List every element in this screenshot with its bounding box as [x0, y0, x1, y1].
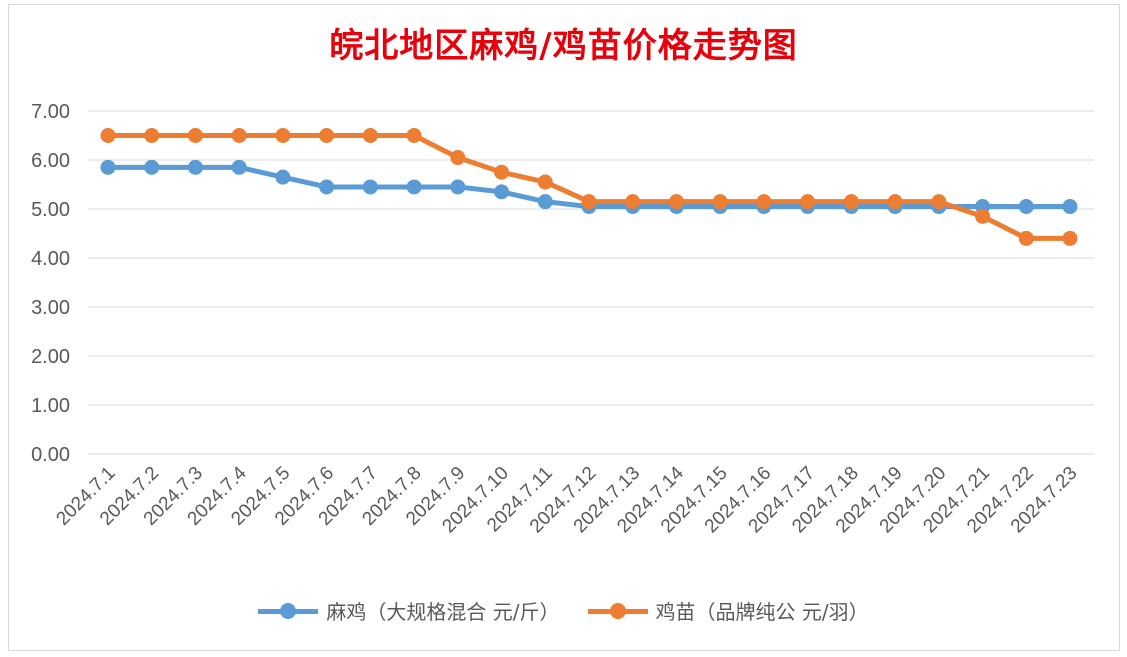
data-point: [1018, 230, 1034, 246]
chart-title: 皖北地区麻鸡/鸡苗价格走势图: [329, 26, 798, 66]
series-line: [108, 133, 1070, 241]
data-point: [144, 159, 160, 175]
y-tick-label: 3.00: [31, 297, 70, 319]
data-point: [362, 128, 378, 143]
data-point: [406, 179, 422, 195]
data-point: [187, 159, 203, 175]
data-point: [1062, 230, 1078, 246]
data-point: [231, 159, 247, 175]
data-point: [450, 179, 466, 195]
data-point: [625, 194, 641, 210]
data-point: [494, 164, 510, 180]
y-tick-label: 7.00: [31, 101, 70, 123]
data-point: [275, 128, 291, 143]
data-point: [100, 159, 116, 175]
y-tick-label: 6.00: [31, 150, 70, 172]
legend-label-machicken: 麻鸡（大规格混合 元/斤）: [326, 600, 560, 624]
data-point: [406, 128, 422, 143]
legend-swatch-machicken: [258, 601, 319, 621]
chart-frame: [8, 4, 1120, 651]
data-point: [931, 194, 947, 210]
y-tick-label: 2.00: [31, 346, 70, 368]
data-point: [231, 128, 247, 143]
data-point: [843, 194, 859, 210]
y-tick-label: 0.00: [31, 444, 70, 466]
data-point: [800, 194, 816, 210]
y-axis-ticks: 0.00 1.00 2.00 3.00 4.00 5.00 6.00 7.00: [31, 101, 70, 466]
data-point: [275, 169, 291, 185]
data-point: [100, 128, 116, 143]
data-point: [537, 174, 553, 190]
legend-item-chick: 鸡苗（品牌纯公 元/羽）: [587, 596, 869, 625]
legend-label-chick: 鸡苗（品牌纯公 元/羽）: [655, 600, 869, 624]
data-point: [537, 194, 553, 210]
data-point: [1062, 199, 1078, 215]
series-lines: [100, 128, 1078, 246]
y-tick-label: 5.00: [31, 199, 70, 221]
data-point: [187, 128, 203, 143]
data-point: [1018, 199, 1034, 215]
data-point: [319, 179, 335, 195]
legend: 麻鸡（大规格混合 元/斤） 鸡苗（品牌纯公 元/羽）: [0, 596, 1127, 625]
data-point: [362, 179, 378, 195]
data-point: [144, 128, 160, 143]
data-point: [668, 194, 684, 210]
data-point: [494, 184, 510, 200]
y-tick-label: 1.00: [31, 395, 70, 417]
data-point: [450, 150, 466, 166]
data-point: [319, 128, 335, 143]
data-point: [887, 194, 903, 210]
data-point: [756, 194, 772, 210]
series-1: [100, 128, 1078, 246]
y-tick-label: 4.00: [31, 248, 70, 270]
data-point: [581, 194, 597, 210]
data-point: [712, 194, 728, 210]
data-point: [975, 208, 991, 224]
legend-item-machicken: 麻鸡（大规格混合 元/斤）: [258, 596, 560, 625]
x-axis-ticks: 2024.7.12024.7.22024.7.32024.7.42024.7.5…: [52, 462, 1081, 537]
legend-swatch-chick: [587, 601, 648, 621]
